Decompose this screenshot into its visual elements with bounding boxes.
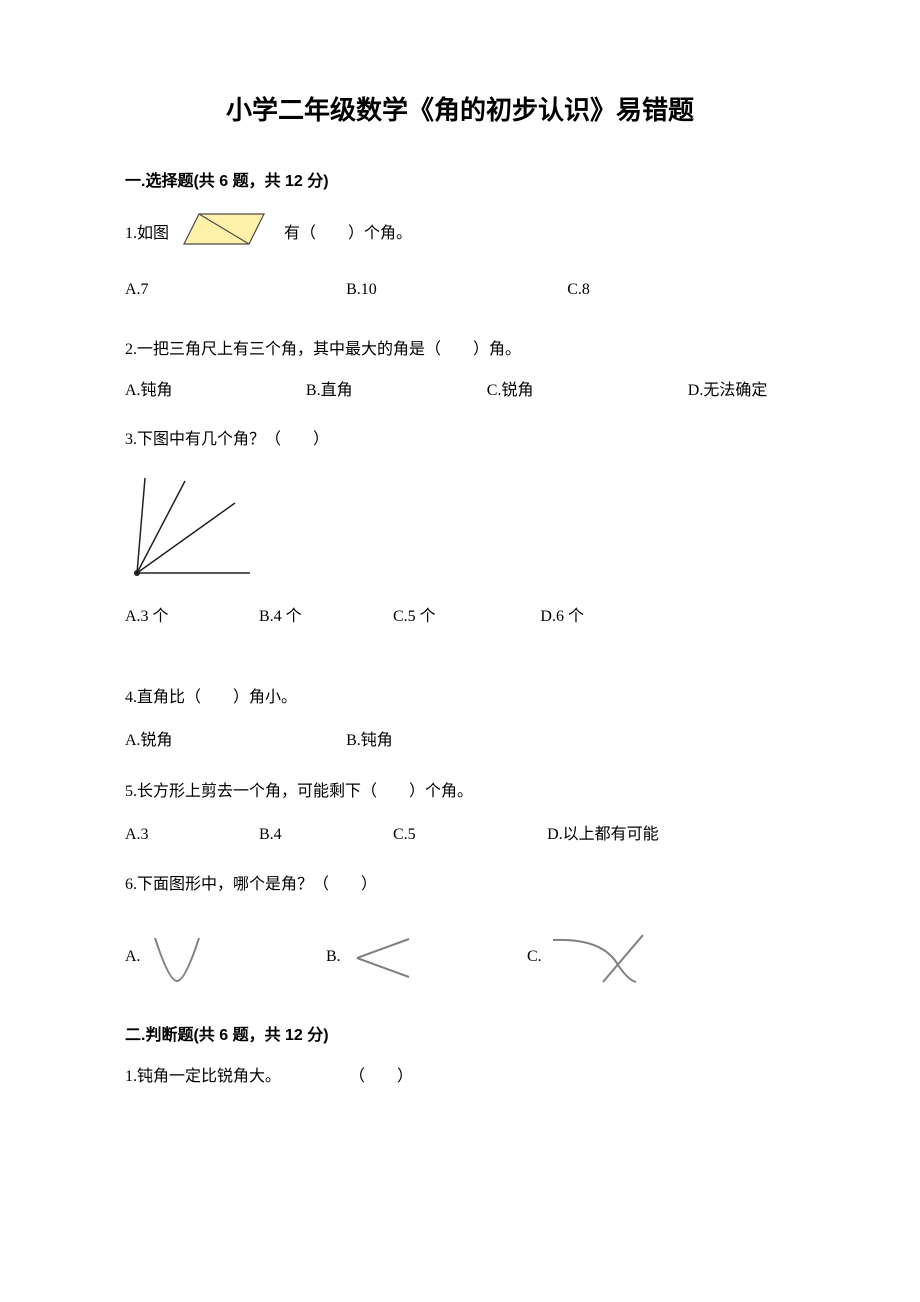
q2-option-c: C.锐角 [487, 378, 688, 404]
q5-option-d: D.以上都有可能 [547, 821, 795, 850]
q1-suffix: 有（ ）个角。 [284, 220, 412, 249]
q3-option-c: C.5 个 [393, 603, 540, 632]
q2-option-d: D.无法确定 [688, 378, 795, 404]
page-title: 小学二年级数学《角的初步认识》易错题 [125, 90, 795, 127]
q4-option-b: B.钝角 [346, 727, 567, 756]
q4-option-a: A.锐角 [125, 727, 346, 756]
q3-option-a: A.3 个 [125, 603, 259, 632]
q6-figure-b [347, 933, 417, 983]
question-2: 2.一把三角尺上有三个角，其中最大的角是（ ）角。 A.钝角 B.直角 C.锐角… [125, 337, 795, 410]
q6-options: A. B. C. [125, 930, 795, 991]
section-1-header: 一.选择题(共 6 题，共 12 分) [125, 167, 795, 191]
q6-text: 6.下面图形中，哪个是角？（ ） [125, 871, 795, 900]
q5-option-b: B.4 [259, 821, 393, 850]
q6-option-a: A. [125, 933, 326, 983]
q3-option-d: D.6 个 [540, 603, 674, 632]
page: 小学二年级数学《角的初步认识》易错题 一.选择题(共 6 题，共 12 分) 1… [0, 0, 920, 1302]
q1-option-c: C.8 [567, 276, 788, 305]
q1-option-b: B.10 [346, 276, 567, 305]
question-1: 1.如图 有（ ）个角。 A.7 B.10 C.8 [125, 209, 795, 311]
q5-option-a: A.3 [125, 821, 259, 850]
q6-option-b-label: B. [326, 943, 341, 972]
q5-text: 5.长方形上剪去一个角，可能剩下（ ）个角。 [125, 778, 795, 807]
question-6: 6.下面图形中，哪个是角？（ ） A. B. C. [125, 871, 795, 991]
question-4: 4.直角比（ ）角小。 A.锐角 B.钝角 [125, 684, 795, 762]
question-5: 5.长方形上剪去一个角，可能剩下（ ）个角。 A.3 B.4 C.5 D.以上都… [125, 778, 795, 856]
q2-option-a: A.钝角 [125, 378, 306, 404]
q4-text: 4.直角比（ ）角小。 [125, 684, 795, 713]
q1-figure [179, 209, 274, 260]
s2-q1-text: 1.钝角一定比锐角大。 [125, 1068, 281, 1085]
q3-option-b: B.4 个 [259, 603, 393, 632]
q2-options: A.钝角 B.直角 C.锐角 D.无法确定 [125, 378, 795, 410]
q6-figure-a [147, 933, 207, 983]
s2-question-1: 1.钝角一定比锐角大。 （ ） [125, 1063, 795, 1092]
q1-option-a: A.7 [125, 276, 346, 305]
section-2-header: 二.判断题(共 6 题，共 12 分) [125, 1021, 795, 1045]
q4-options: A.锐角 B.钝角 [125, 727, 795, 762]
s2-q1-blank: （ ） [349, 1068, 413, 1085]
q6-option-b: B. [326, 933, 527, 983]
q6-option-c-label: C. [527, 943, 542, 972]
q6-option-c: C. [527, 930, 795, 985]
question-3: 3.下图中有几个角？（ ） A.3 个 B.4 个 C.5 个 D.6 个 [125, 426, 795, 638]
q2-text: 2.一把三角尺上有三个角，其中最大的角是（ ）角。 [125, 337, 795, 363]
q5-option-c: C.5 [393, 821, 547, 850]
q1-prefix: 1.如图 [125, 220, 169, 249]
q6-figure-c [548, 930, 658, 985]
q5-options: A.3 B.4 C.5 D.以上都有可能 [125, 821, 795, 856]
q2-option-b: B.直角 [306, 378, 487, 404]
q3-text: 3.下图中有几个角？（ ） [125, 426, 795, 455]
q1-options: A.7 B.10 C.8 [125, 276, 795, 311]
q3-figure [125, 473, 795, 594]
q3-options: A.3 个 B.4 个 C.5 个 D.6 个 [125, 603, 795, 638]
q6-option-a-label: A. [125, 943, 141, 972]
